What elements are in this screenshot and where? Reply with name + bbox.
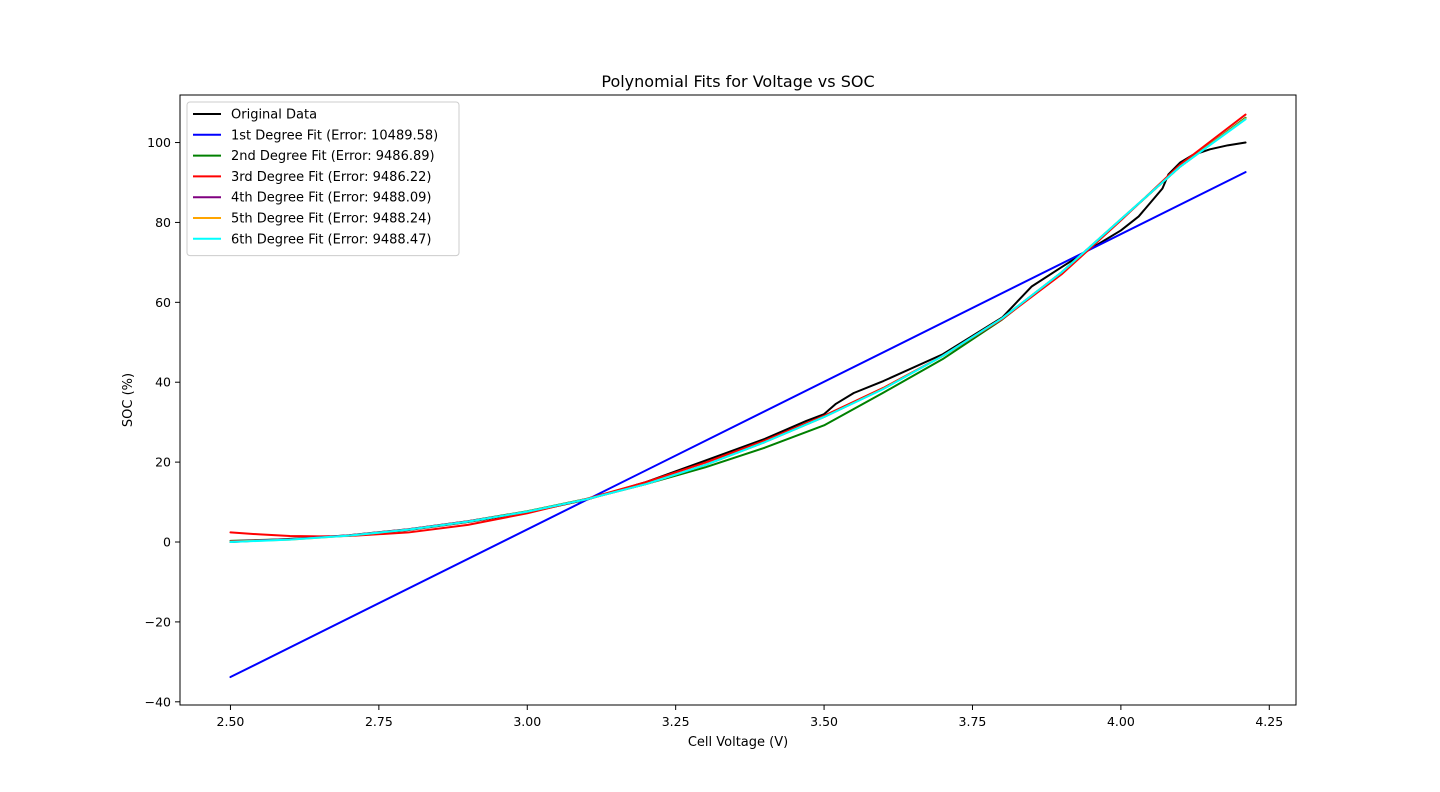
legend: Original Data 1st Degree Fit (Error: 1048…	[186, 101, 460, 257]
x-tick-label: 3.75	[959, 714, 987, 729]
plot-frame	[179, 94, 1297, 706]
y-tick-label: 80	[155, 215, 171, 230]
legend-entry-0: Original Data	[231, 108, 317, 123]
legend-entry-6: 6th Degree Fit (Error: 9488.47)	[231, 232, 431, 247]
chart-title: Polynomial Fits for Voltage vs SOC	[601, 72, 874, 91]
y-tick-label: 0	[163, 535, 171, 550]
x-tick-label: 4.00	[1107, 714, 1135, 729]
y-tick-label: 60	[155, 295, 171, 310]
x-tick-label: 2.75	[365, 714, 393, 729]
plot-area	[229, 113, 1247, 679]
legend-entry-4: 4th Degree Fit (Error: 9488.09)	[231, 191, 431, 206]
y-tick-label: −20	[145, 614, 171, 629]
y-tick-label: 100	[147, 135, 171, 150]
x-tick-label: 4.25	[1255, 714, 1283, 729]
legend-entry-5: 5th Degree Fit (Error: 9488.24)	[231, 212, 431, 227]
x-axis-label: Cell Voltage (V)	[688, 735, 788, 750]
series-line-1	[229, 171, 1247, 679]
legend-entry-2: 2nd Degree Fit (Error: 9486.89)	[231, 149, 435, 164]
x-axis: 2.50 2.75 3.00 3.25 3.50 3.75 4.00 4.25	[217, 705, 1283, 729]
y-axis: −40 −20 0 20 40 60 80 100	[145, 135, 180, 709]
x-tick-label: 3.50	[810, 714, 838, 729]
y-axis-label: SOC (%)	[121, 373, 136, 427]
legend-entry-1: 1st Degree Fit (Error: 10489.58)	[231, 128, 438, 143]
legend-entry-3: 3rd Degree Fit (Error: 9486.22)	[231, 170, 431, 185]
y-tick-label: 40	[155, 375, 171, 390]
y-tick-label: 20	[155, 455, 171, 470]
x-tick-label: 2.50	[217, 714, 245, 729]
legend-box	[186, 101, 460, 257]
y-tick-label: −40	[145, 694, 171, 709]
x-tick-label: 3.00	[513, 714, 541, 729]
series-line-6	[229, 118, 1247, 544]
x-tick-label: 3.25	[662, 714, 690, 729]
